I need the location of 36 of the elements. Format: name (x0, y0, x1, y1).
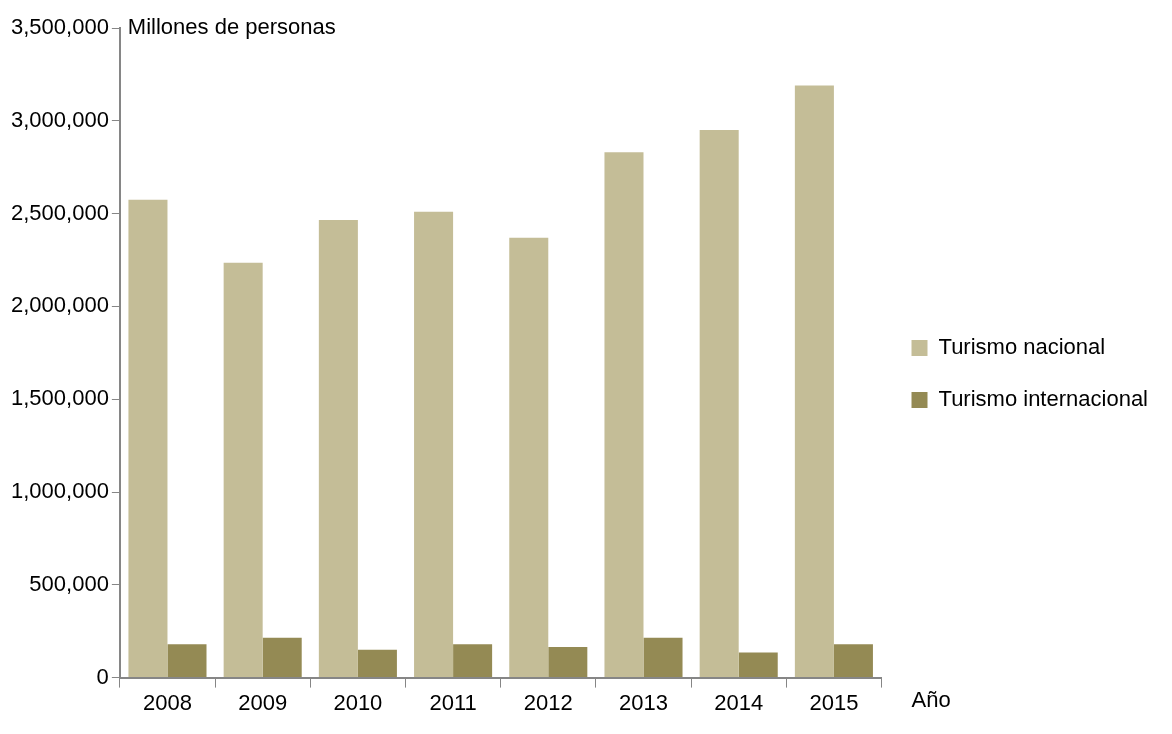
x-tick-label: 2010 (333, 689, 383, 715)
x-tick-label: 2012 (523, 689, 573, 715)
bar (167, 644, 207, 678)
x-axis-title: Año (911, 687, 951, 713)
x-tick-label: 2008 (143, 689, 192, 715)
bar (738, 652, 778, 678)
y-tick-label: 1,000,000 (11, 478, 109, 504)
y-tick-label: 2,500,000 (11, 199, 109, 225)
y-tick-label: 0 (96, 663, 109, 689)
x-tick-label: 2014 (714, 689, 764, 715)
x-tick-label: 2015 (809, 689, 859, 715)
bar (223, 262, 263, 678)
bar (699, 130, 739, 678)
x-tick-label: 2009 (238, 689, 288, 715)
y-tick-label: 3,000,000 (11, 106, 109, 132)
bar (318, 220, 358, 678)
y-tick-label: 1,500,000 (11, 385, 109, 411)
bar (833, 644, 873, 678)
bar (794, 85, 834, 678)
bar (643, 637, 683, 678)
bar (128, 199, 168, 678)
legend-label: Turismo internacional (938, 386, 1149, 412)
y-axis-title: Millones de personas (127, 14, 336, 40)
bar (357, 649, 397, 678)
bar (414, 211, 454, 678)
bar (604, 152, 644, 678)
y-tick-label: 2,000,000 (11, 292, 109, 318)
x-tick-label: 2013 (619, 689, 668, 715)
bar (548, 646, 588, 678)
legend-label: Turismo nacional (938, 334, 1106, 360)
x-tick-label: 2011 (429, 689, 477, 715)
y-tick-label: 3,500,000 (11, 14, 109, 40)
bar (509, 237, 549, 678)
bar (262, 637, 302, 678)
bar (453, 644, 493, 678)
y-tick-label: 500,000 (29, 570, 109, 596)
